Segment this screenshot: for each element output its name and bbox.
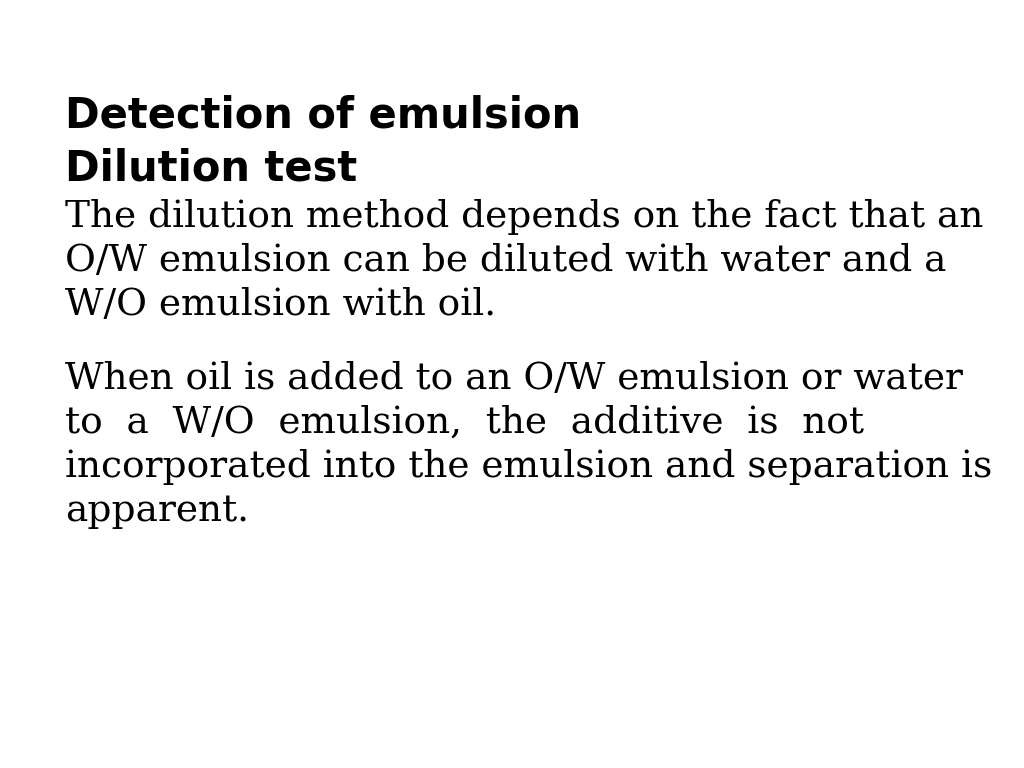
Text: W/O emulsion with oil.: W/O emulsion with oil. [65,287,496,323]
Text: incorporated into the emulsion and separation is: incorporated into the emulsion and separ… [65,449,992,485]
Text: Dilution test: Dilution test [65,147,357,189]
Text: The dilution method depends on the fact that an: The dilution method depends on the fact … [65,199,983,235]
Text: O/W emulsion can be diluted with water and a: O/W emulsion can be diluted with water a… [65,243,946,279]
Text: apparent.: apparent. [65,493,249,529]
Text: Detection of emulsion: Detection of emulsion [65,95,582,137]
Text: to  a  W/O  emulsion,  the  additive  is  not: to a W/O emulsion, the additive is not [65,405,864,441]
Text: When oil is added to an O/W emulsion or water: When oil is added to an O/W emulsion or … [65,361,963,397]
